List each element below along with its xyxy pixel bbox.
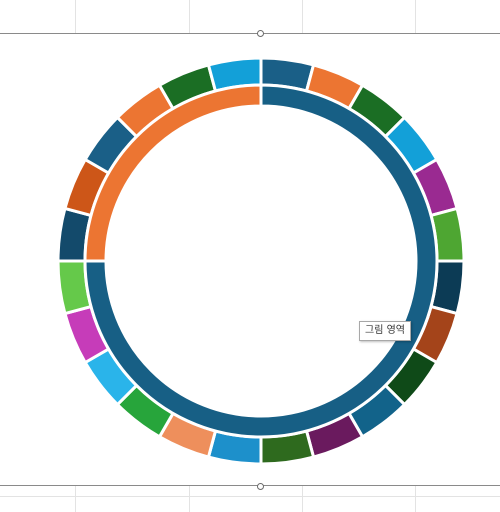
resize-handle-bottom[interactable] <box>257 483 264 490</box>
outer-ring[interactable] <box>56 56 466 466</box>
grid-line-horizontal <box>0 496 500 497</box>
inner-ring-slice-2[interactable] <box>83 83 263 263</box>
inner-ring-slice-1[interactable] <box>83 83 439 439</box>
plot-area-tooltip: 그림 영역 <box>359 321 411 341</box>
inner-ring[interactable] <box>83 83 439 439</box>
resize-handle-top[interactable] <box>257 30 264 37</box>
